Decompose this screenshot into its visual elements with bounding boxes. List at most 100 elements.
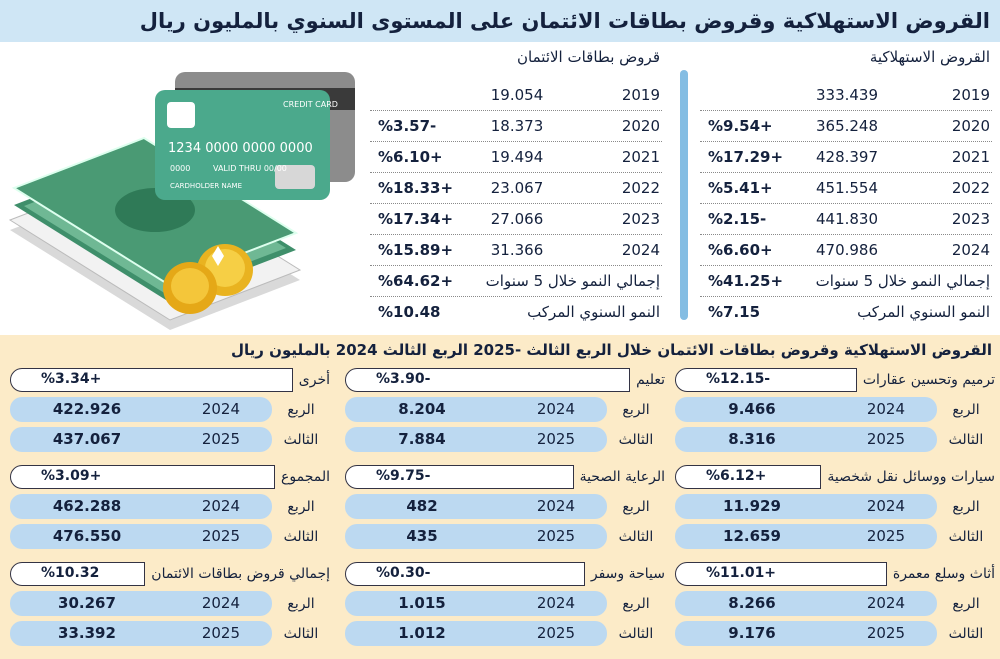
table-row: 2019 333.439 [700,80,992,111]
table-row: 2024 31.366 %15.89+ [370,235,662,266]
credit-card: CREDIT CARD 1234 0000 0000 0000 0000 VAL… [155,90,338,200]
card-row: الربع 2024 422.926 [10,396,330,423]
card: إجمالي قروض بطاقات الائتمان %10.32 الربع 20… [10,560,330,647]
year: 2024 [536,594,575,612]
card-header: سياحة وسفر %0.30- [345,560,665,587]
value: 1.015 [398,594,446,612]
value: 11.929 [723,497,781,515]
value: 365.248 [815,117,879,135]
growth: %17.34+ [378,210,454,228]
value: 476.550 [52,527,122,545]
summary-row: إجمالي النمو خلال 5 سنوات %64.62+ [370,266,662,297]
year: 2024 [201,594,240,612]
card: تعليم %3.90- الربع 2024 8.204 الثالث 2025 7.884 [345,366,665,453]
card-small: 0000 [170,164,190,173]
card-header: أخرى %3.34+ [10,366,330,393]
card-row: الثالث 2025 7.884 [345,426,665,453]
card-row: الثالث 2025 437.067 [10,426,330,453]
value: 9.466 [728,400,776,418]
card: المجموع %3.09+ الربع 2024 462.288 الثالث 2025 4… [10,463,330,550]
summary-row: النمو السنوي المركب %7.15 [700,297,992,327]
year: 2023 [951,210,990,228]
year: 2024 [866,594,905,612]
year: 2025 [201,624,240,642]
card-row: الثالث 2025 435 [345,523,665,550]
card-row: الثالث 2025 12.659 [675,523,995,550]
card-row: الربع 2024 482 [345,493,665,520]
value: 12.659 [723,527,781,545]
table-row: 2019 19.054 [370,80,662,111]
year: 2021 [621,148,660,166]
year: 2024 [866,400,905,418]
value-pill: 2025 8.316 [675,427,937,452]
value-pill: 2025 33.392 [10,621,272,646]
change-pill: %11.01+ [675,561,887,586]
card-row: الثالث 2025 33.392 [10,620,330,647]
card: الرعاية الصحية %9.75- الربع 2024 482 الثالث 20… [345,463,665,550]
value-pill: 2024 30.267 [10,591,272,616]
period: الربع [287,401,315,418]
period: الثالث [283,528,319,545]
summary-label: إجمالي النمو خلال 5 سنوات [485,272,660,290]
year: 2025 [866,527,905,545]
card: أثاث وسلع معمرة %11.01+ الربع 2024 8.266 الثا… [675,560,995,647]
summary-label: النمو السنوي المركب [527,303,660,321]
card: ترميم وتحسين عقارات %12.15- الربع 2024 9.466… [675,366,995,453]
card-header: تعليم %3.90- [345,366,665,393]
change: %3.09+ [41,467,102,484]
illustration: CREDIT CARD 1234 0000 0000 0000 0000 VAL… [8,72,355,330]
growth: %18.33+ [378,179,454,197]
card-row: الربع 2024 11.929 [675,493,995,520]
card-row: الثالث 2025 1.012 [345,620,665,647]
year: 2022 [621,179,660,197]
card-header: الرعاية الصحية %9.75- [345,463,665,490]
summary-label: النمو السنوي المركب [857,303,990,321]
year: 2024 [621,241,660,259]
value-pill: 2024 11.929 [675,494,937,519]
year: 2022 [951,179,990,197]
year: 2024 [201,400,240,418]
card-header: سيارات ووسائل نقل شخصية %6.12+ [675,463,995,490]
period: الربع [952,498,980,515]
year: 2025 [866,430,905,448]
summary-value: %64.62+ [378,272,454,290]
value: 422.926 [52,400,122,418]
table-row: 2021 428.397 %17.29+ [700,142,992,173]
value: 333.439 [815,86,879,104]
coins [163,244,253,314]
value: 27.066 [490,210,544,228]
year: 2023 [621,210,660,228]
change-pill: %3.34+ [10,367,293,392]
period: الثالث [283,431,319,448]
value: 7.884 [398,430,446,448]
period: الربع [622,401,650,418]
change-pill: %6.12+ [675,464,822,489]
card-row: الربع 2024 462.288 [10,493,330,520]
table-title: القروض الاستهلاكية [869,48,990,66]
value: 19.494 [490,148,544,166]
card-header: إجمالي قروض بطاقات الائتمان %10.32 [10,560,330,587]
card-row: الثالث 2025 476.550 [10,523,330,550]
period: الثالث [618,625,654,642]
card-header: أثاث وسلع معمرة %11.01+ [675,560,995,587]
year: 2025 [201,430,240,448]
title-bar [0,0,1000,42]
card-header: ترميم وتحسين عقارات %12.15- [675,366,995,393]
value: 428.397 [815,148,879,166]
year: 2025 [201,527,240,545]
value-pill: 2024 8.204 [345,397,607,422]
year: 2024 [951,241,990,259]
growth: %6.60+ [708,241,773,259]
card: أخرى %3.34+ الربع 2024 422.926 الثالث 2025 437.… [10,366,330,453]
period: الثالث [618,431,654,448]
period: الثالث [618,528,654,545]
value: 9.176 [728,624,776,642]
summary-label: إجمالي النمو خلال 5 سنوات [815,272,990,290]
table-row: 2021 19.494 %6.10+ [370,142,662,173]
value: 441.830 [815,210,879,228]
value-pill: 2024 462.288 [10,494,272,519]
table-title: قروض بطاقات الائتمان [517,48,660,66]
period: الربع [622,595,650,612]
year: 2025 [536,430,575,448]
